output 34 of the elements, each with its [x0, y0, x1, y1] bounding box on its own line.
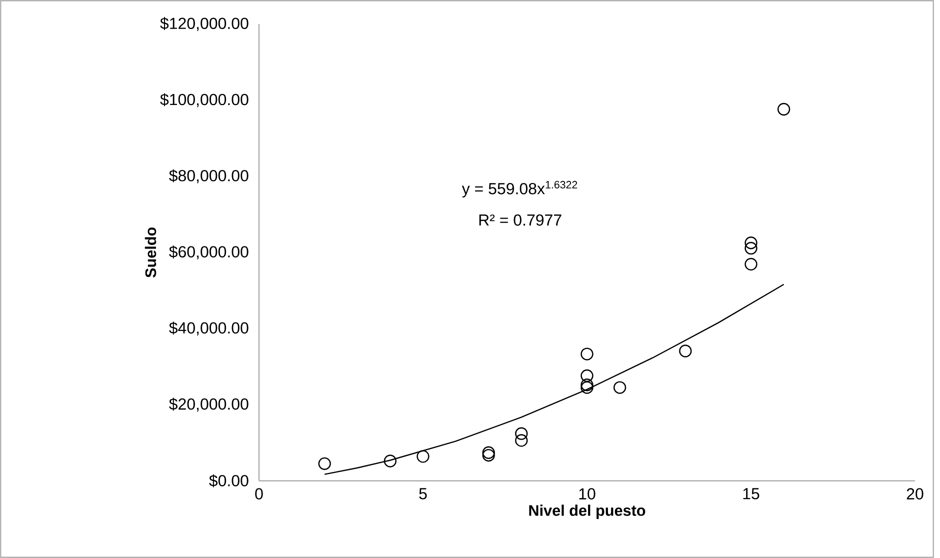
x-tick-label: 20 — [906, 488, 924, 500]
x-tick-label: 10 — [579, 488, 596, 500]
point — [384, 454, 397, 468]
point — [515, 434, 528, 447]
x-tick-label: 0 — [255, 488, 263, 500]
point — [515, 427, 528, 440]
point — [416, 450, 430, 463]
y-tick-label: $100,000.00 — [160, 93, 248, 108]
point — [580, 348, 594, 360]
x-tick-label: 15 — [743, 488, 760, 500]
annotation: y = 559.08x$^{1.6322}$ — [462, 180, 578, 198]
y-tick-label: $80,000.00 — [169, 169, 248, 184]
point — [744, 242, 758, 255]
point — [482, 446, 495, 459]
annotation: R² = 0.7977 — [479, 214, 562, 226]
y-tick-label: $0.00 — [209, 474, 248, 488]
x-axis-title: Nivel del puesto — [529, 504, 646, 519]
point — [744, 258, 758, 271]
y-axis-title: Sueldo — [144, 227, 156, 278]
point — [613, 381, 626, 394]
point — [777, 102, 790, 116]
y-tick-label: $120,000.00 — [160, 17, 248, 31]
x-tick-label: 5 — [419, 488, 427, 500]
point — [580, 378, 594, 392]
line-series — [324, 284, 784, 475]
point — [318, 457, 331, 470]
point — [482, 448, 495, 462]
point — [744, 236, 758, 250]
point — [580, 381, 594, 394]
point — [679, 344, 692, 358]
point — [580, 369, 594, 382]
y-tick-label: $20,000.00 — [169, 398, 248, 412]
y-tick-label: $40,000.00 — [169, 322, 248, 336]
y-tick-label: $60,000.00 — [169, 245, 248, 260]
